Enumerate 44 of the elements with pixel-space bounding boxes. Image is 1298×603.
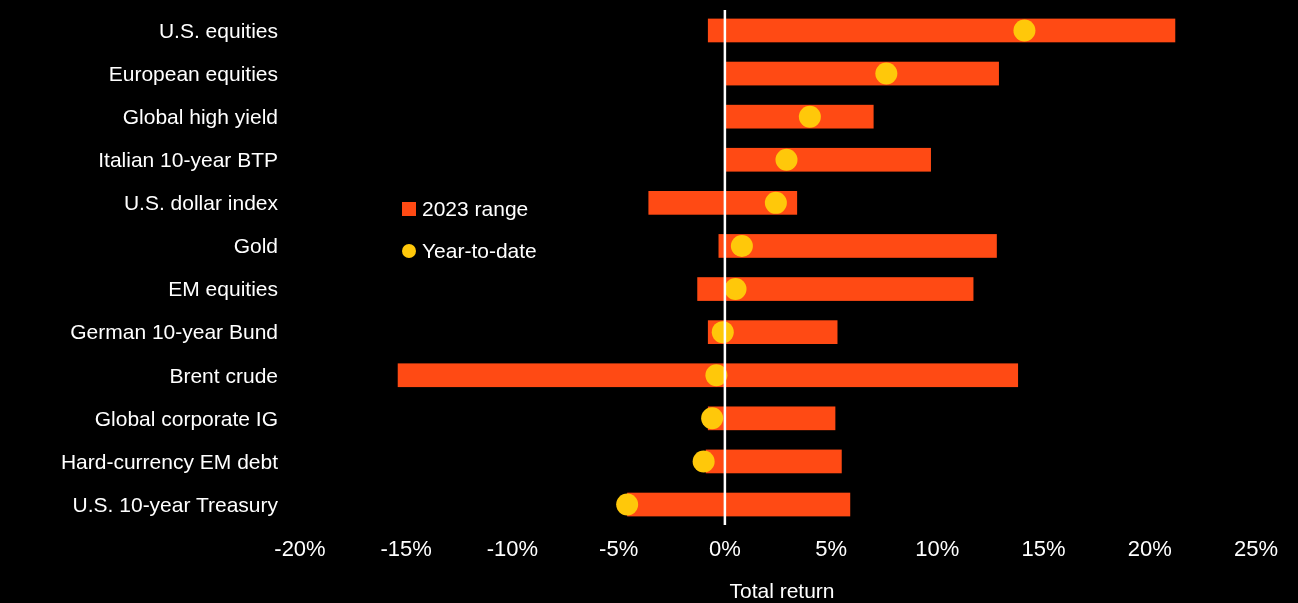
point: [764, 191, 787, 214]
y-tick-label: Gold: [233, 234, 278, 258]
point: [692, 450, 715, 473]
point: [1013, 19, 1036, 42]
legend-label: 2023 range: [422, 197, 529, 221]
y-tick-label: Brent crude: [169, 363, 278, 387]
bar: [705, 449, 842, 474]
x-tick-label: 5%: [815, 536, 848, 561]
x-tick-label: 20%: [1127, 536, 1172, 561]
point: [616, 493, 639, 516]
y-tick-label: European equities: [108, 61, 278, 85]
x-tick-label: -15%: [380, 536, 432, 561]
x-tick-label: -20%: [274, 536, 326, 561]
y-tick-label: U.S. 10-year Treasury: [72, 492, 279, 516]
y-tick-label: EM equities: [168, 277, 278, 301]
x-tick-label: 15%: [1021, 536, 1066, 561]
bar: [627, 492, 851, 517]
y-tick-label: U.S. dollar index: [123, 191, 279, 215]
point: [798, 105, 821, 128]
y-tick-label: Hard-currency EM debt: [60, 449, 279, 473]
bar: [718, 234, 997, 258]
bar: [724, 147, 931, 172]
x-axis-title: Total return: [729, 579, 835, 602]
point: [875, 62, 898, 85]
x-tick-label: 10%: [915, 536, 960, 561]
y-tick-label: Italian 10-year BTP: [98, 148, 278, 172]
x-tick-label: 0%: [708, 536, 741, 561]
x-tick-label: -5%: [599, 536, 639, 561]
bar: [707, 18, 1176, 43]
bar: [397, 363, 1019, 388]
bar: [697, 277, 974, 301]
x-tick-label: 25%: [1233, 536, 1279, 561]
point: [775, 148, 798, 171]
point: [705, 364, 728, 387]
x-tick-label: -10%: [486, 536, 539, 561]
bar: [724, 61, 999, 86]
legend-label: Year-to-date: [422, 239, 537, 263]
y-tick-label: German 10-year Bund: [70, 320, 278, 344]
point: [730, 234, 753, 257]
y-tick-label: Global corporate IG: [94, 406, 278, 430]
point: [701, 407, 724, 430]
y-tick-label: U.S. equities: [158, 18, 278, 42]
point: [724, 278, 747, 301]
y-tick-label: Global high yield: [122, 105, 278, 129]
